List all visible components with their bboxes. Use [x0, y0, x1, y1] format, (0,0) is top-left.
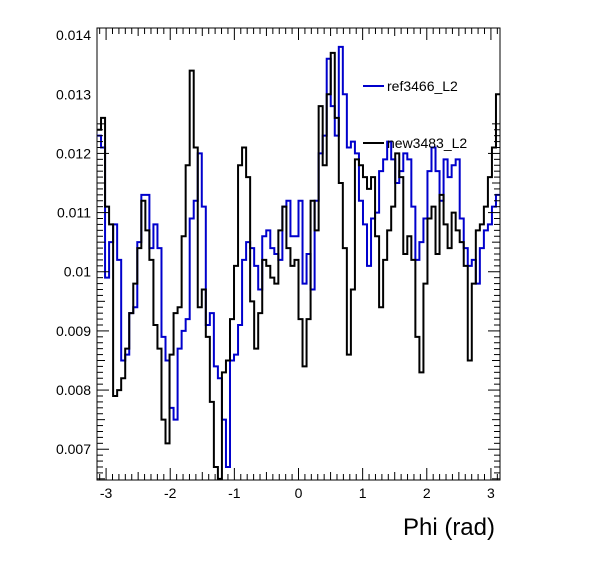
y-tick-label: 0.009 — [56, 323, 91, 339]
legend: ref3466_L2 new3483_L2 — [363, 78, 467, 151]
y-tick-label: 0.01 — [64, 264, 91, 280]
y-tick-label: 0.013 — [56, 86, 91, 102]
y-tick-label: 0.008 — [56, 382, 91, 398]
x-tick-label: -1 — [228, 485, 241, 501]
x-axis-title: Phi (rad) — [403, 514, 495, 541]
y-tick-label: 0.007 — [56, 441, 91, 457]
x-tick-label: 2 — [423, 485, 431, 501]
axis-layer: -3 -2 -1 0 1 2 3 0.007 0.008 0.009 0.01 0.011 0.012 0… — [56, 27, 500, 501]
series-line-ref3466_L2 — [97, 45, 500, 468]
plot-frame — [96, 27, 501, 481]
x-tick-label: -2 — [164, 485, 177, 501]
legend-label-new: new3483_L2 — [387, 135, 467, 151]
y-tick-label: 0.011 — [57, 205, 91, 221]
x-tick-label: 0 — [295, 485, 303, 501]
series-layer — [97, 45, 500, 480]
y-tick-label: 0.014 — [56, 27, 91, 43]
x-tick-label: 3 — [487, 485, 495, 501]
series-line-new3483_L2 — [97, 51, 500, 480]
legend-label-ref: ref3466_L2 — [387, 78, 458, 94]
x-tick-label: -3 — [100, 485, 113, 501]
x-tick-label: 1 — [359, 485, 367, 501]
y-tick-label: 0.012 — [56, 145, 91, 161]
